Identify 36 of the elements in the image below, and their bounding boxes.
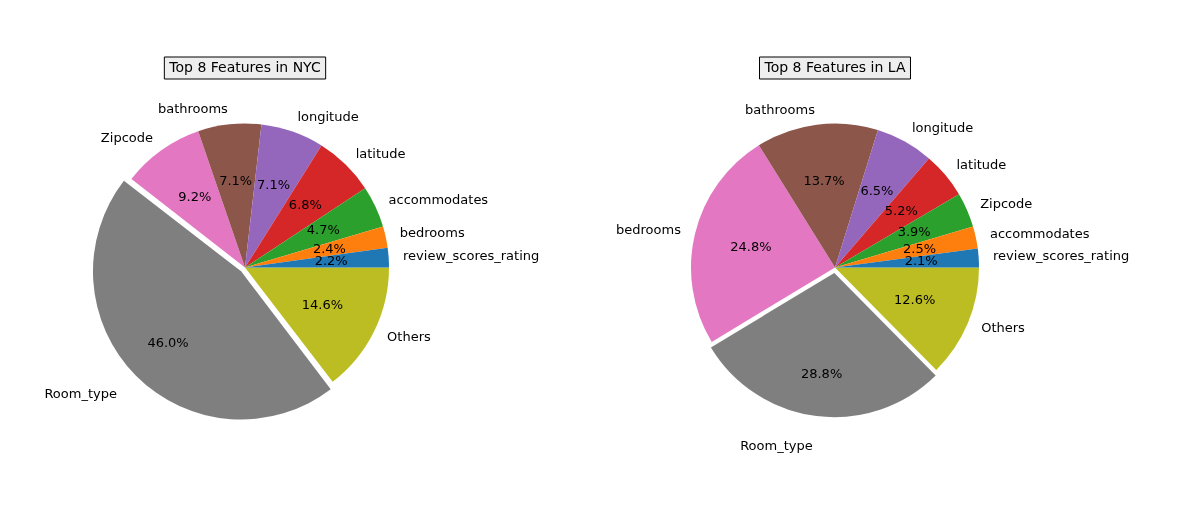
- slice-label: review_scores_rating: [403, 247, 540, 263]
- data-label: 46.0%: [147, 335, 189, 351]
- slice-label: accommodates: [388, 191, 489, 207]
- slice-label: Others: [387, 328, 431, 344]
- data-label: 12.6%: [894, 292, 936, 308]
- data-label: 14.6%: [301, 297, 344, 313]
- slice-label: review_scores_rating: [993, 248, 1130, 264]
- data-label: 5.2%: [884, 203, 918, 219]
- slice-label: longitude: [911, 120, 974, 136]
- slice-label: latitude: [956, 157, 1007, 173]
- slice-label: accommodates: [989, 225, 1090, 241]
- slice-label: Zipcode: [980, 195, 1033, 211]
- slice-label: Others: [981, 319, 1026, 335]
- data-label: 3.9%: [897, 224, 931, 240]
- slice-label: bathrooms: [157, 101, 229, 117]
- slice-label: longitude: [297, 109, 359, 125]
- slice-label: latitude: [355, 145, 406, 161]
- data-label: 4.7%: [306, 222, 340, 238]
- chart-title: Top 8 Features in LA: [763, 58, 906, 75]
- data-label: 13.7%: [803, 173, 845, 189]
- slice-label: bedrooms: [399, 225, 465, 241]
- data-label: 9.2%: [178, 188, 212, 204]
- data-label: 6.5%: [860, 183, 894, 199]
- data-label: 2.1%: [904, 253, 938, 269]
- data-label: 24.8%: [730, 238, 772, 254]
- data-label: 7.1%: [257, 177, 291, 193]
- slice-label: bathrooms: [744, 101, 816, 117]
- slice-label: bedrooms: [616, 221, 682, 237]
- slice-label: Zipcode: [100, 129, 153, 145]
- data-label: 2.5%: [902, 240, 937, 256]
- slice-label: Room_type: [44, 385, 117, 401]
- data-label: 28.8%: [800, 366, 843, 382]
- chart-title: Top 8 Features in NYC: [168, 58, 321, 75]
- slice-label: Room_type: [740, 437, 813, 453]
- data-label: 7.1%: [219, 172, 253, 188]
- data-label: 6.8%: [288, 197, 322, 213]
